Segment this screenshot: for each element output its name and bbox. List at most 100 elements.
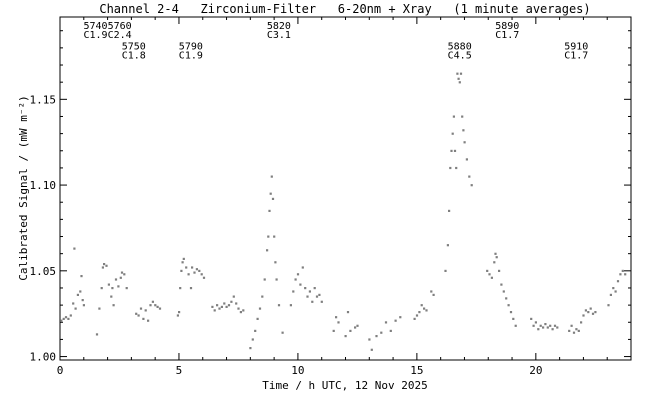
data-point [230, 300, 233, 303]
data-point [462, 129, 465, 132]
data-point [502, 290, 505, 293]
data-point [154, 304, 157, 307]
data-point [455, 166, 458, 170]
y-tick-label: 1.15 [30, 93, 57, 106]
data-point [142, 317, 145, 320]
data-point [267, 235, 270, 238]
data-point [389, 329, 392, 332]
data-point [304, 287, 307, 290]
data-point [202, 276, 206, 279]
data-point [223, 302, 226, 305]
data-point [147, 319, 150, 322]
data-point [465, 158, 468, 161]
data-point [556, 326, 559, 329]
data-point [119, 276, 122, 279]
data-point [249, 347, 252, 350]
flare-label: C1.9 [83, 30, 107, 41]
data-point [399, 316, 402, 319]
x-tick-label: 0 [57, 364, 64, 377]
data-point [187, 273, 190, 276]
data-points [60, 72, 627, 351]
y-tick-label: 1.10 [30, 179, 57, 192]
data-point [200, 273, 203, 276]
data-point [458, 81, 461, 84]
data-point [493, 261, 496, 264]
data-point [182, 257, 185, 260]
flare-label: C1.7 [495, 30, 519, 41]
data-point [81, 299, 84, 302]
data-point [277, 304, 281, 307]
flare-label: 5750 [122, 42, 146, 53]
data-point [335, 316, 338, 319]
data-point [100, 287, 103, 290]
data-point [580, 321, 583, 324]
data-point [62, 317, 65, 320]
data-point [69, 314, 72, 317]
data-point [64, 316, 68, 319]
data-point [294, 278, 297, 281]
data-point [418, 311, 421, 314]
data-point [270, 175, 273, 178]
x-tick-label: 10 [291, 364, 304, 377]
data-point [368, 338, 371, 341]
data-point [415, 314, 419, 317]
axis-ticks: 0 5 10 15 20 1.00 1.05 1.10 1.15 [30, 17, 632, 377]
data-point [239, 311, 242, 314]
data-point [258, 307, 262, 310]
plot-frame [59, 16, 632, 361]
data-point [453, 149, 457, 152]
data-point [103, 263, 106, 266]
data-point [178, 311, 181, 314]
flare-label: 5790 [179, 42, 203, 53]
data-point [281, 331, 284, 334]
flare-label: C2.4 [108, 30, 132, 41]
data-point [73, 247, 76, 250]
data-point [254, 329, 257, 332]
data-point [490, 276, 493, 279]
data-point [125, 287, 128, 290]
data-point [74, 307, 77, 310]
data-point [505, 297, 508, 300]
data-point [120, 271, 124, 274]
data-point [67, 317, 70, 320]
data-point [624, 273, 627, 276]
data-point [420, 304, 423, 307]
data-point [591, 312, 595, 315]
data-point [266, 249, 269, 252]
data-point [500, 283, 503, 286]
data-point [452, 115, 455, 118]
data-point [607, 304, 610, 307]
data-point [512, 317, 515, 320]
data-point [572, 331, 576, 334]
data-point [448, 209, 451, 212]
x-axis-title: Time / h UTC, 12 Nov 2025 [262, 379, 428, 392]
data-point [494, 252, 497, 255]
data-point [463, 141, 466, 144]
data-point [320, 300, 323, 303]
data-point [299, 283, 302, 286]
data-point [584, 309, 587, 312]
data-point [370, 348, 373, 351]
flare-label: C3.1 [267, 30, 291, 41]
data-point [318, 293, 321, 296]
data-point [82, 304, 85, 307]
data-point [582, 314, 585, 317]
data-point [432, 293, 435, 296]
data-point [137, 314, 140, 317]
data-point [349, 329, 352, 332]
data-point [220, 305, 223, 308]
data-point [423, 307, 426, 310]
data-point [530, 317, 533, 320]
chart-title: Channel 2-4 Zirconium-Filter 6-20nm + Xr… [99, 2, 590, 16]
data-point [332, 329, 335, 332]
data-point [457, 77, 460, 80]
data-point [211, 305, 214, 308]
data-point [227, 304, 231, 307]
data-point [198, 269, 201, 272]
data-point [514, 324, 517, 327]
data-point [76, 293, 79, 296]
flare-label: 5880 [448, 42, 472, 53]
data-point [273, 235, 276, 238]
